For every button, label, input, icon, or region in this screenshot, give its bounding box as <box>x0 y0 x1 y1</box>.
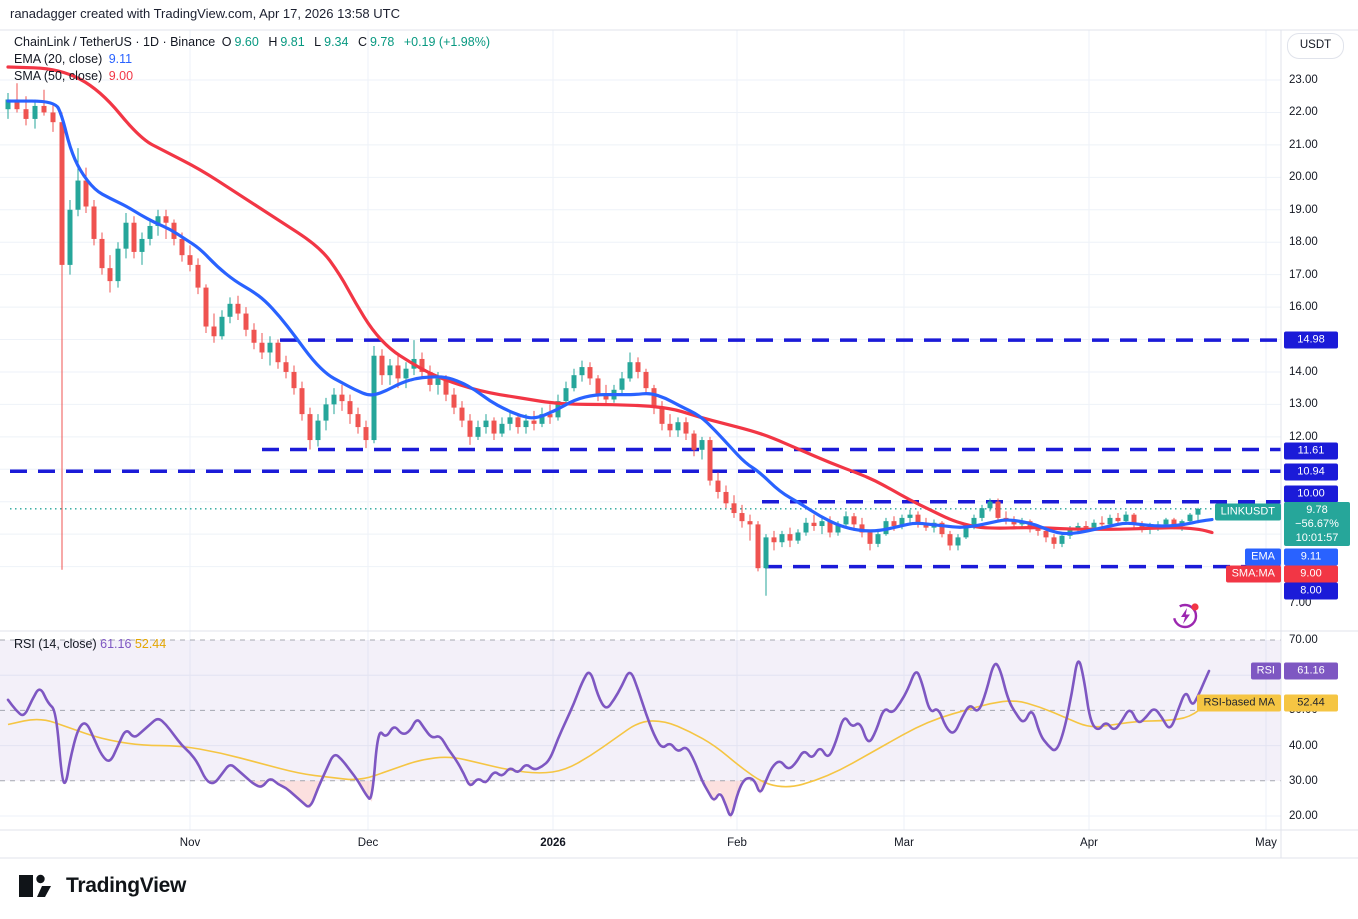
last-price-change-pct: −56.67% <box>1295 518 1339 530</box>
time-axis-label-Mar: Mar <box>894 837 914 849</box>
ema-value-badge: 9.11 <box>1284 548 1338 566</box>
price-axis-label-22.00: 22.00 <box>1289 106 1318 119</box>
price-axis-label-17.00: 17.00 <box>1289 268 1318 281</box>
tradingview-logo-text: TradingView <box>66 874 187 897</box>
level-badge-14.98: 14.98 <box>1284 331 1338 349</box>
sma-tag: SMA:MA <box>1225 565 1281 583</box>
last-price-badge: 9.78 −56.67% 10:01:57 <box>1284 502 1350 546</box>
tradingview-logo-mark <box>19 874 51 897</box>
watermark-attribution: ranadagger created with TradingView.com,… <box>10 6 400 21</box>
rsi-legend-row[interactable]: RSI (14, close) 61.16 52.44 <box>14 637 166 651</box>
level-badge-11.61: 11.61 <box>1284 442 1338 460</box>
price-axis-label-21.00: 21.00 <box>1289 138 1318 151</box>
tradingview-logo[interactable]: TradingView <box>18 872 186 900</box>
rsi-tag: RSI <box>1250 662 1281 680</box>
symbol-legend-row: ChainLink / TetherUS · 1D · Binance O 9.6… <box>14 34 493 51</box>
rsi-axis-label-20.00: 20.00 <box>1289 810 1318 822</box>
bar-countdown: 10:01:57 <box>1295 532 1339 544</box>
level-badge-10.94: 10.94 <box>1284 463 1338 481</box>
time-axis-label-May: May <box>1255 837 1277 849</box>
ohlc-high: H 9.81 <box>268 35 305 49</box>
time-axis-label-2026: 2026 <box>540 837 566 849</box>
rsi-axis-label-30.00: 30.00 <box>1289 774 1318 787</box>
rsi-ma-value-badge: 52.44 <box>1284 694 1338 712</box>
technicals-signal-icon[interactable] <box>1171 600 1201 630</box>
time-axis-label-Dec: Dec <box>357 837 379 849</box>
ohlc-close: C 9.78 <box>357 35 395 49</box>
sma-legend-value: 9.00 <box>108 69 134 83</box>
symbol-tag: LINKUSDT <box>1214 503 1281 521</box>
sma-legend-label: SMA (50, close) <box>14 69 103 83</box>
price-axis-label-18.00: 18.00 <box>1289 236 1318 249</box>
price-axis-label-13.00: 13.00 <box>1289 398 1318 411</box>
sma-value-badge: 9.00 <box>1284 565 1338 583</box>
price-axis-label-16.00: 16.00 <box>1289 301 1318 314</box>
ema-tag: EMA <box>1245 548 1281 566</box>
signal-circle <box>1172 603 1198 629</box>
rsi-legend-label: RSI (14, close) <box>14 637 97 651</box>
level-badge-10.00: 10.00 <box>1284 485 1338 503</box>
price-axis-label-12.00: 12.00 <box>1289 430 1318 443</box>
signal-alert-dot <box>1191 603 1199 611</box>
ohlc-low: L 9.34 <box>314 35 349 49</box>
time-axis-label-Nov: Nov <box>179 837 201 849</box>
time-axis-label-Apr: Apr <box>1080 837 1098 849</box>
rsi-legend-value: 61.16 <box>100 637 132 651</box>
rsi-ma-legend-value: 52.44 <box>134 637 167 651</box>
currency-toggle-button[interactable]: USDT <box>1287 33 1344 59</box>
price-axis-label-7.00: 7.00 <box>1289 597 1312 609</box>
level-badge-8.00: 8.00 <box>1284 582 1338 600</box>
price-axis-label-20.00: 20.00 <box>1289 171 1318 184</box>
time-axis-label-Feb: Feb <box>727 837 747 849</box>
ema-legend-row[interactable]: EMA (20, close) 9.11 <box>14 51 493 68</box>
last-price-value: 9.78 <box>1306 504 1328 516</box>
rsi-value-badge: 61.16 <box>1284 662 1338 680</box>
price-axis-label-23.00: 23.00 <box>1289 74 1318 86</box>
price-axis-label-14.00: 14.00 <box>1289 365 1318 378</box>
rsi-axis-label-70.00: 70.00 <box>1289 634 1318 646</box>
lightning-bolt-icon <box>1181 608 1190 624</box>
rsi-axis-label-40.00: 40.00 <box>1289 739 1318 752</box>
ema-legend-value: 9.11 <box>108 52 133 66</box>
price-axis-label-19.00: 19.00 <box>1289 203 1318 216</box>
symbol-title[interactable]: ChainLink / TetherUS · 1D · Binance <box>14 35 216 49</box>
ohlc-open: O 9.60 <box>221 35 259 49</box>
ema-legend-label: EMA (20, close) <box>14 52 103 66</box>
ohlc-change: +0.19 (+1.98%) <box>403 35 490 49</box>
rsi-ma-tag: RSI-based MA <box>1197 694 1281 712</box>
sma-legend-row[interactable]: SMA (50, close) 9.00 <box>14 68 493 85</box>
chart-legend: ChainLink / TetherUS · 1D · Binance O 9.6… <box>14 34 493 85</box>
